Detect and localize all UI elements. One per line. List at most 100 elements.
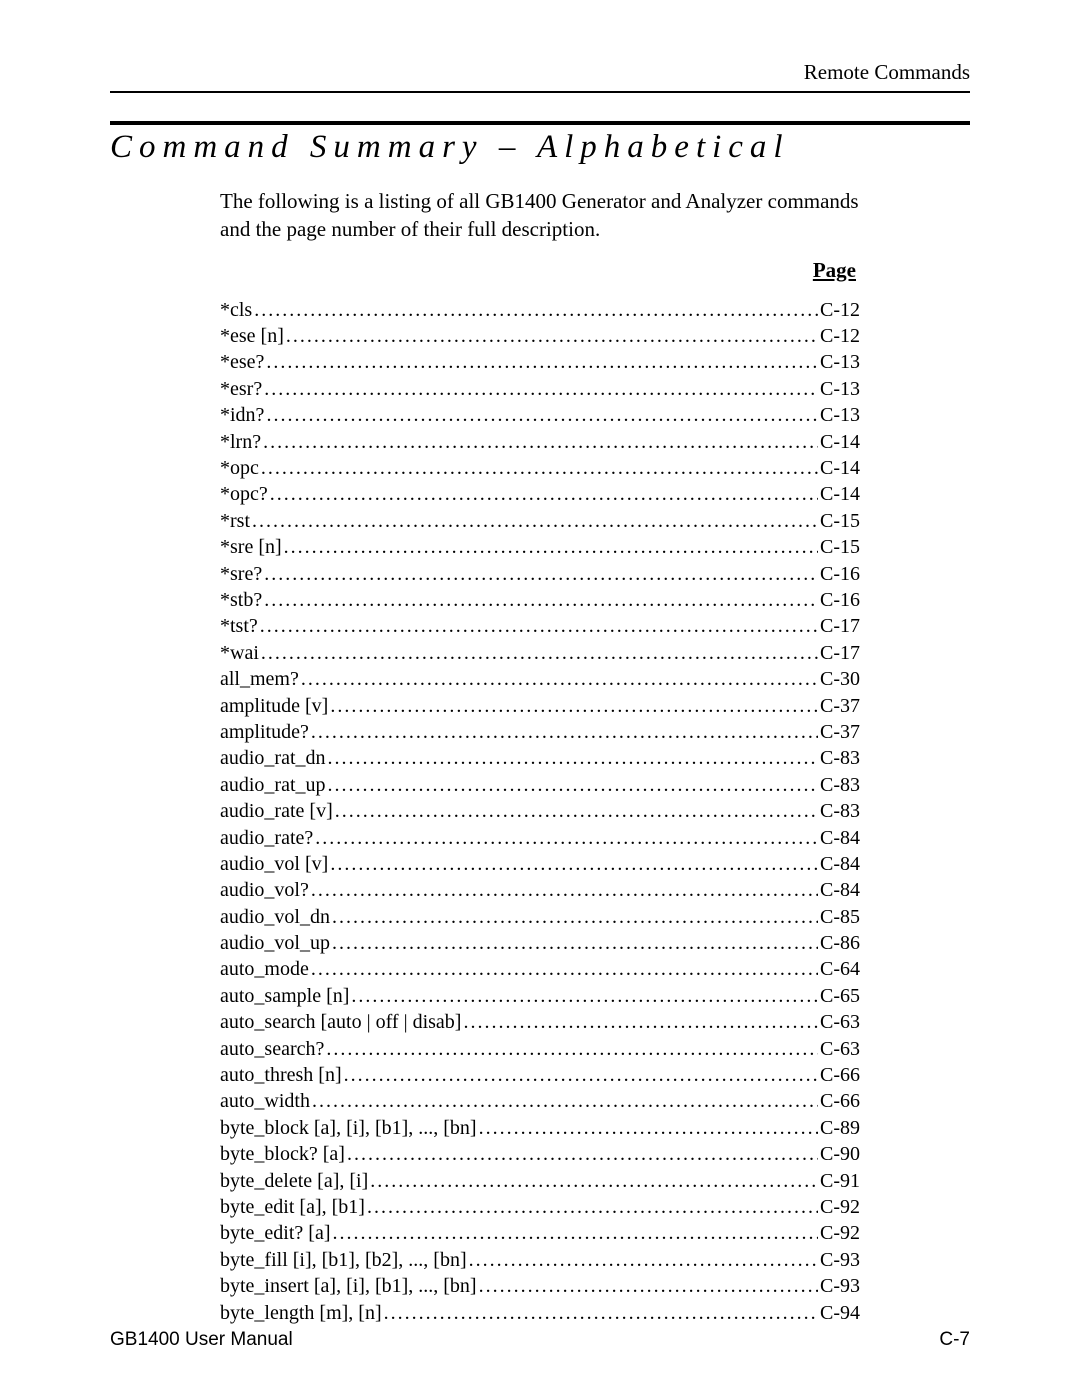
toc-command: auto_mode [220,956,309,982]
toc-leader: ........................................… [330,851,818,877]
toc-leader: ........................................… [260,613,818,639]
toc-command: *stb? [220,587,262,613]
toc-page: C-91 [820,1168,860,1194]
toc-page: C-64 [820,956,860,982]
toc-leader: ........................................… [301,666,818,692]
toc-page: C-90 [820,1141,860,1167]
toc-row: *tst?...................................… [220,613,860,639]
toc-row: byte_insert [a], [i], [b1], ..., [bn]...… [220,1273,860,1299]
toc-row: audio_vol [v]...........................… [220,851,860,877]
toc-command: *cls [220,297,252,323]
toc-row: *ese?...................................… [220,349,860,375]
toc-leader: ........................................… [469,1247,818,1273]
toc-leader: ........................................… [284,534,818,560]
toc-command: *tst? [220,613,258,639]
toc-page: C-84 [820,851,860,877]
header-section: Remote Commands [110,60,970,93]
toc-page: C-92 [820,1220,860,1246]
toc-leader: ........................................… [286,323,818,349]
toc-leader: ........................................… [367,1194,818,1220]
intro-paragraph: The following is a listing of all GB1400… [220,187,860,244]
toc-row: audio_rate?.............................… [220,825,860,851]
toc-page: C-66 [820,1088,860,1114]
toc-row: *rst....................................… [220,508,860,534]
toc-row: amplitude [v]...........................… [220,693,860,719]
toc-command: audio_rat_up [220,772,326,798]
page-column-header: Page [220,258,860,283]
toc-command: *lrn? [220,429,261,455]
toc-leader: ........................................… [261,455,818,481]
toc-row: *cls....................................… [220,297,860,323]
toc-row: audio_rat_up............................… [220,772,860,798]
toc-row: *lrn?...................................… [220,429,860,455]
toc-row: *opc?...................................… [220,481,860,507]
toc-page: C-17 [820,613,860,639]
toc-command: auto_thresh [n] [220,1062,342,1088]
toc-page: C-13 [820,402,860,428]
toc-page: C-15 [820,508,860,534]
toc-command: *opc? [220,481,268,507]
toc-page: C-83 [820,745,860,771]
toc-page: C-83 [820,772,860,798]
toc-row: *idn?...................................… [220,402,860,428]
toc-command: byte_delete [a], [i] [220,1168,368,1194]
toc-row: auto_sample [n].........................… [220,983,860,1009]
toc-row: auto_thresh [n].........................… [220,1062,860,1088]
toc-row: audio_rate [v]..........................… [220,798,860,824]
toc-page: C-63 [820,1036,860,1062]
toc-leader: ........................................… [315,825,818,851]
toc-leader: ........................................… [270,481,818,507]
footer-right: C-7 [939,1329,970,1351]
toc-command: audio_vol_dn [220,904,330,930]
toc-leader: ........................................… [266,402,818,428]
toc-row: byte_fill [i], [b1], [b2], ..., [bn]....… [220,1247,860,1273]
toc-command: audio_vol_up [220,930,330,956]
toc-command: auto_search [auto | off | disab] [220,1009,461,1035]
toc-leader: ........................................… [347,1141,818,1167]
toc-command: byte_block [a], [i], [b1], ..., [bn] [220,1115,477,1141]
toc-leader: ........................................… [254,297,818,323]
toc-page: C-63 [820,1009,860,1035]
toc-command: byte_length [m], [n] [220,1300,382,1326]
toc-row: audio_vol_dn............................… [220,904,860,930]
toc-command: audio_rat_dn [220,745,326,771]
toc-page: C-85 [820,904,860,930]
toc-command: byte_block? [a] [220,1141,345,1167]
toc-row: audio_vol_up............................… [220,930,860,956]
toc-command: audio_rate? [220,825,313,851]
toc-page: C-37 [820,719,860,745]
toc-page: C-30 [820,666,860,692]
page-footer: GB1400 User Manual C-7 [110,1329,970,1351]
footer-left: GB1400 User Manual [110,1329,293,1351]
toc-page: C-65 [820,983,860,1009]
toc-leader: ........................................… [463,1009,818,1035]
toc-leader: ........................................… [252,508,818,534]
toc-leader: ........................................… [264,561,818,587]
toc-leader: ........................................… [328,772,818,798]
toc-page: C-84 [820,825,860,851]
toc-page: C-84 [820,877,860,903]
toc-leader: ........................................… [328,745,818,771]
toc-page: C-89 [820,1115,860,1141]
toc-leader: ........................................… [332,930,818,956]
toc-command: *sre? [220,561,262,587]
toc-leader: ........................................… [261,640,818,666]
toc-command: auto_sample [n] [220,983,349,1009]
toc-command: *sre [n] [220,534,282,560]
toc-page: C-13 [820,376,860,402]
toc-leader: ........................................… [384,1300,818,1326]
toc-leader: ........................................… [264,587,818,613]
toc-row: byte_edit? [a]..........................… [220,1220,860,1246]
toc-page: C-12 [820,323,860,349]
toc-page: C-14 [820,481,860,507]
toc-command: *rst [220,508,250,534]
page: Remote Commands Command Summary – Alphab… [0,0,1080,1397]
toc-row: *ese [n]................................… [220,323,860,349]
toc-leader: ........................................… [311,877,818,903]
toc-row: auto_mode...............................… [220,956,860,982]
toc-command: *ese? [220,349,264,375]
toc-leader: ........................................… [335,798,818,824]
toc-leader: ........................................… [264,376,818,402]
toc-command: *idn? [220,402,264,428]
toc-row: byte_block? [a].........................… [220,1141,860,1167]
